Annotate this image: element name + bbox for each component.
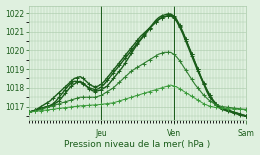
X-axis label: Pression niveau de la mer( hPa ): Pression niveau de la mer( hPa ): [64, 140, 211, 149]
